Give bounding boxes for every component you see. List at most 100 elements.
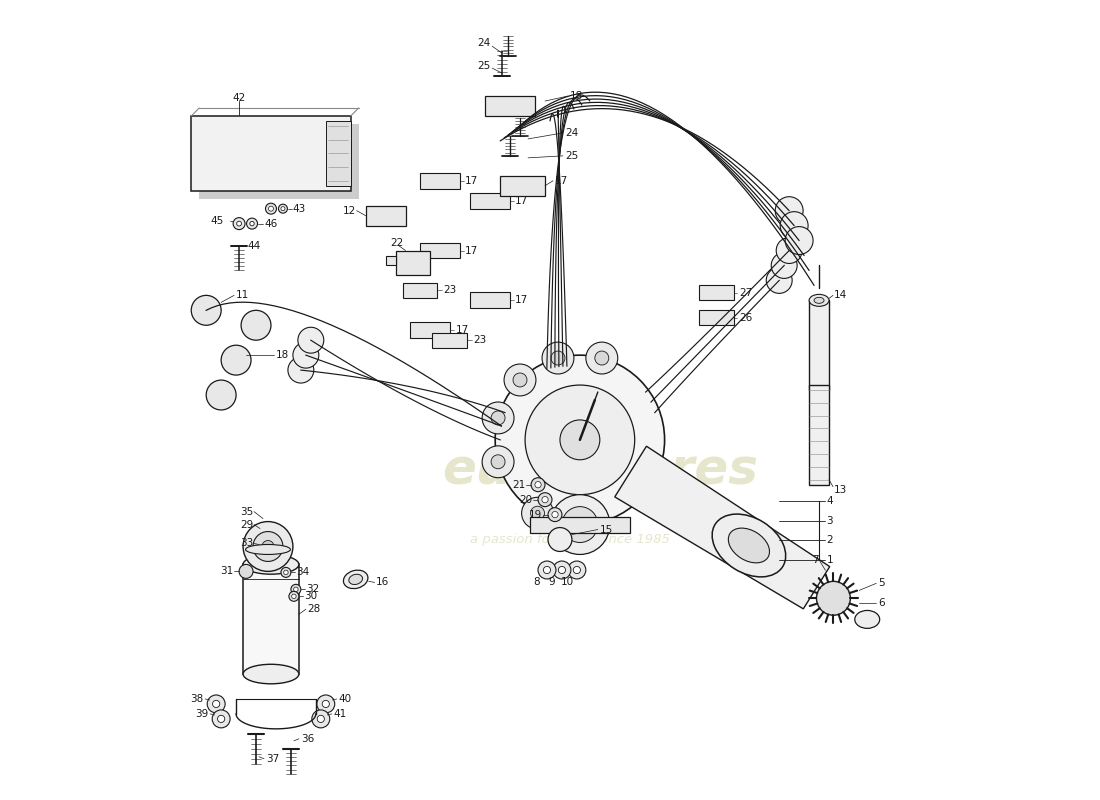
Text: 27: 27: [739, 288, 752, 298]
Circle shape: [265, 203, 276, 214]
Circle shape: [298, 327, 323, 353]
Circle shape: [550, 494, 609, 554]
Text: 26: 26: [739, 314, 752, 323]
Circle shape: [538, 493, 552, 506]
Bar: [810, 385, 829, 485]
Circle shape: [531, 478, 544, 492]
Circle shape: [559, 566, 565, 574]
Text: 31: 31: [220, 566, 233, 577]
Circle shape: [771, 253, 797, 278]
Text: 8: 8: [534, 577, 540, 587]
Text: 25: 25: [477, 61, 491, 71]
Bar: [199, 124, 359, 198]
Circle shape: [542, 497, 548, 502]
Circle shape: [243, 522, 293, 571]
Text: 32: 32: [306, 584, 319, 594]
Circle shape: [586, 342, 618, 374]
Text: 6: 6: [878, 598, 884, 608]
Polygon shape: [615, 446, 829, 609]
Bar: [396, 250, 430, 275]
Circle shape: [551, 351, 565, 365]
Circle shape: [191, 295, 221, 326]
Bar: [243, 565, 299, 674]
Bar: [700, 286, 735, 300]
Text: 45: 45: [211, 216, 224, 226]
Text: 21: 21: [512, 480, 525, 490]
Ellipse shape: [810, 294, 829, 306]
Bar: [410, 322, 450, 338]
Text: 36: 36: [301, 734, 315, 744]
Circle shape: [253, 531, 283, 562]
Text: 20: 20: [519, 494, 532, 505]
Circle shape: [530, 506, 544, 520]
Text: 17: 17: [556, 176, 569, 186]
Circle shape: [317, 715, 324, 722]
Circle shape: [236, 222, 242, 226]
Text: 9: 9: [549, 577, 556, 587]
Circle shape: [504, 364, 536, 396]
Circle shape: [482, 402, 514, 434]
Circle shape: [212, 710, 230, 728]
Circle shape: [552, 511, 558, 518]
Circle shape: [239, 565, 253, 578]
Text: 2: 2: [826, 535, 834, 546]
Bar: [420, 173, 460, 189]
Text: 41: 41: [333, 709, 346, 719]
Text: 46: 46: [264, 218, 277, 229]
Text: 17: 17: [465, 246, 478, 255]
Text: 5: 5: [878, 578, 884, 588]
Text: 24: 24: [477, 38, 491, 48]
Text: 37: 37: [266, 754, 279, 764]
Circle shape: [525, 385, 635, 494]
Circle shape: [482, 446, 514, 478]
Circle shape: [548, 508, 562, 522]
Circle shape: [311, 710, 330, 728]
Ellipse shape: [814, 298, 824, 303]
Circle shape: [317, 695, 334, 713]
Circle shape: [780, 212, 808, 239]
Circle shape: [280, 206, 285, 210]
Circle shape: [543, 566, 551, 574]
Text: 17: 17: [515, 196, 528, 206]
Text: a passion for parts since 1985: a passion for parts since 1985: [470, 533, 670, 546]
Text: 35: 35: [240, 506, 253, 517]
Circle shape: [288, 357, 313, 383]
Text: 39: 39: [195, 709, 208, 719]
Bar: [403, 283, 438, 298]
Circle shape: [322, 700, 329, 707]
Text: 3: 3: [826, 515, 834, 526]
Bar: [810, 300, 829, 390]
Circle shape: [207, 695, 226, 713]
Text: 22: 22: [390, 238, 404, 247]
Circle shape: [542, 342, 574, 374]
Text: 23: 23: [443, 286, 456, 295]
Circle shape: [777, 238, 802, 263]
Circle shape: [595, 351, 608, 365]
Bar: [700, 310, 735, 326]
Circle shape: [290, 584, 301, 594]
Text: 40: 40: [339, 694, 352, 704]
Text: 43: 43: [293, 204, 306, 214]
Text: 17: 17: [515, 295, 528, 306]
Circle shape: [535, 482, 541, 488]
Text: 18: 18: [570, 91, 583, 101]
Text: 4: 4: [826, 496, 834, 506]
Ellipse shape: [349, 574, 363, 585]
Circle shape: [568, 561, 586, 579]
Circle shape: [221, 345, 251, 375]
Ellipse shape: [245, 545, 290, 554]
Bar: [365, 206, 406, 226]
Text: 44: 44: [248, 241, 261, 250]
Ellipse shape: [855, 610, 880, 628]
Ellipse shape: [243, 664, 299, 684]
Bar: [386, 255, 396, 266]
Circle shape: [560, 420, 600, 460]
Circle shape: [241, 310, 271, 340]
Circle shape: [538, 561, 556, 579]
Text: 1: 1: [826, 555, 834, 566]
Ellipse shape: [243, 554, 299, 574]
Text: eurospares: eurospares: [442, 446, 758, 494]
Bar: [420, 242, 460, 258]
Text: 12: 12: [342, 206, 355, 216]
Circle shape: [513, 373, 527, 387]
